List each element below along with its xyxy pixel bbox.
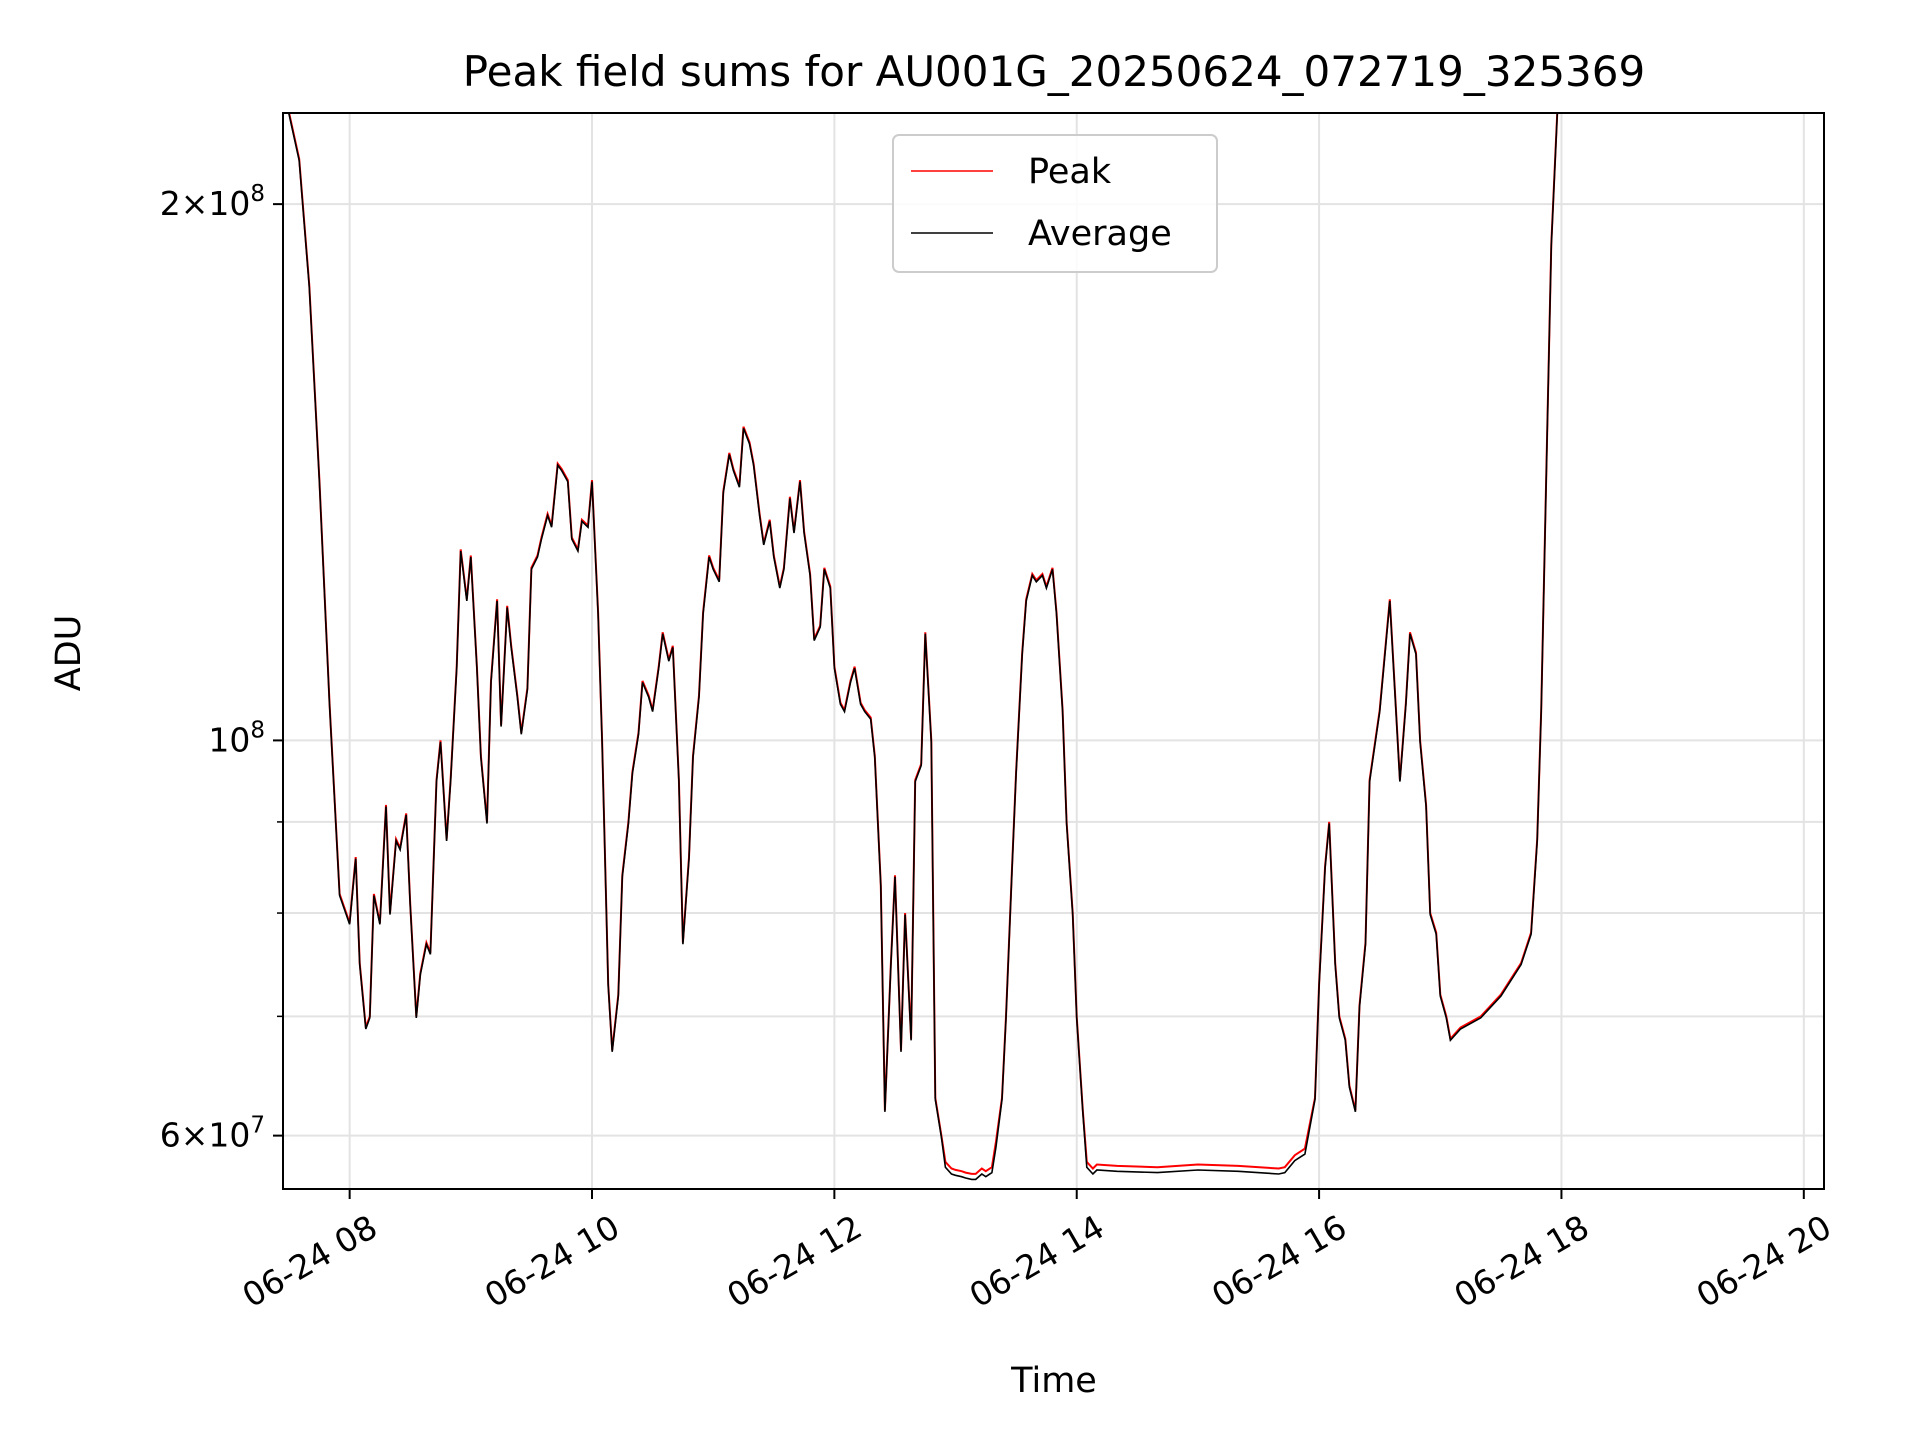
y-tick-label: 2×108 — [160, 181, 265, 223]
legend-box — [892, 134, 1218, 273]
legend: Peak Average — [892, 134, 1218, 273]
x-axis-title: Time — [1010, 1361, 1097, 1401]
legend-average-label: Average — [1028, 214, 1172, 254]
y-tick-label: 6×107 — [160, 1113, 265, 1155]
series-line-average — [287, 113, 1559, 1181]
plot-frame — [282, 112, 1825, 1190]
y-axis-title: ADU — [49, 615, 89, 692]
y-tick-label: 108 — [208, 717, 265, 759]
chart-title: Peak field sums for AU001G_20250624_0727… — [463, 47, 1645, 96]
legend-peak-label: Peak — [1028, 152, 1112, 192]
series-layer — [287, 113, 1559, 1181]
